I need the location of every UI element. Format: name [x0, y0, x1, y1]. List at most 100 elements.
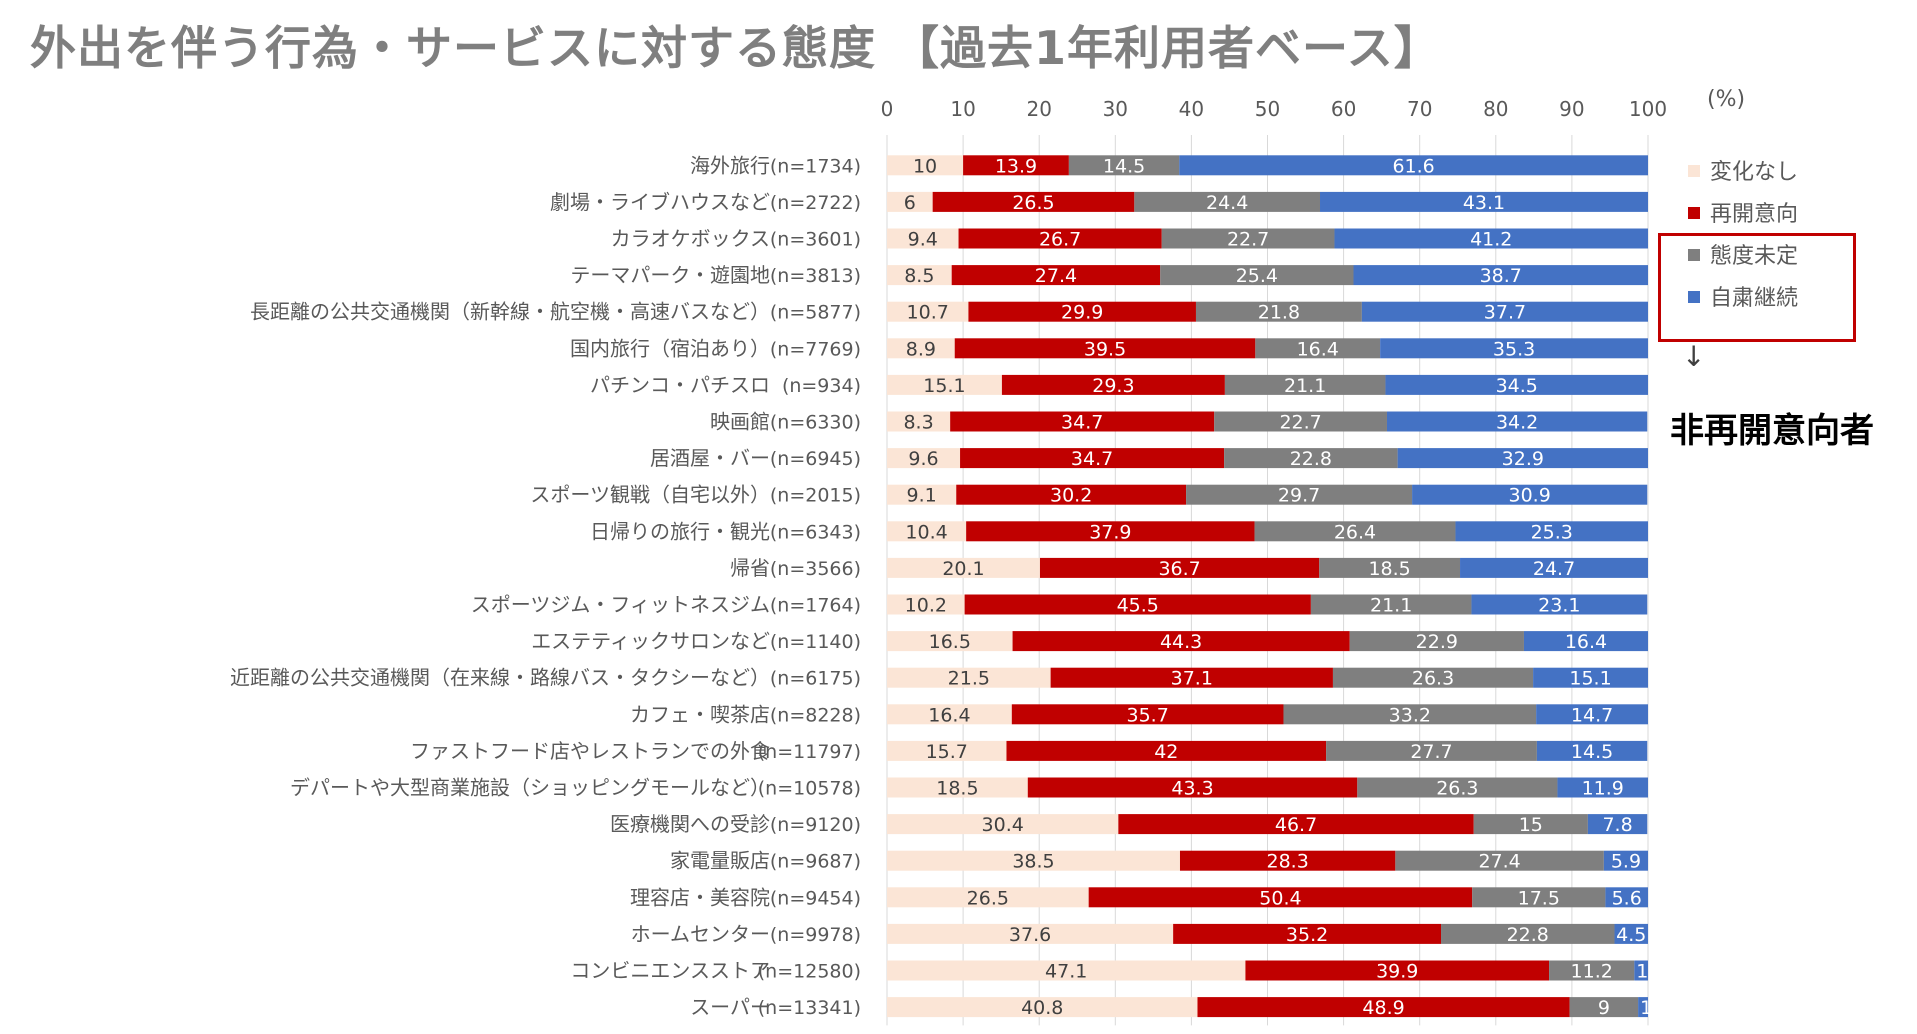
bar-segment [887, 521, 967, 542]
category-n-label: (n=9687) [770, 851, 861, 873]
data-label: 11.9 [1582, 778, 1624, 800]
category-n-label: (n=1734) [770, 155, 861, 177]
bar-segment [887, 484, 957, 505]
category-label: スーパー [690, 995, 770, 1019]
category-n-label: (n=3566) [770, 558, 861, 580]
data-label: 27.4 [1035, 265, 1077, 287]
category-label: 海外旅行 [690, 153, 770, 177]
data-label: 20.1 [942, 558, 984, 580]
data-label: 21.1 [1284, 375, 1326, 397]
bar-segment [1134, 191, 1321, 212]
data-label: 35.3 [1493, 338, 1535, 360]
data-label: 48.9 [1362, 997, 1404, 1019]
bar-segment [887, 631, 1013, 652]
bar-segment [887, 265, 952, 286]
data-label: 34.5 [1496, 375, 1538, 397]
category-n-label: (n=2015) [770, 485, 861, 507]
bar-segment [1587, 814, 1648, 835]
data-label: 27.4 [1478, 851, 1520, 873]
data-label: 42 [1154, 741, 1178, 763]
bar-segment [1161, 228, 1335, 249]
data-label: 29.7 [1278, 485, 1320, 507]
data-label: 17.5 [1518, 887, 1560, 909]
category-n-label: (n=10578) [758, 778, 861, 800]
legend-label: 変化なし [1710, 160, 1799, 185]
data-label: 11.2 [1571, 961, 1613, 983]
bar-segment [887, 338, 955, 359]
bar-segment [887, 301, 969, 322]
data-label: 21.5 [948, 668, 990, 690]
legend-swatch-restraint [1688, 291, 1700, 303]
category-n-label: (n=9120) [770, 814, 861, 836]
data-label: 41.2 [1470, 229, 1512, 251]
data-label: 4.5 [1616, 924, 1646, 946]
data-label: 46.7 [1275, 814, 1317, 836]
bar-segment [1310, 594, 1472, 615]
bar-segment [1027, 777, 1358, 798]
data-label: 40.8 [1021, 997, 1063, 1019]
category-n-label: (n=6945) [770, 448, 861, 470]
data-label: 61.6 [1392, 155, 1434, 177]
bar-segment [1224, 448, 1398, 469]
bar-segment [887, 557, 1040, 578]
category-label: ファストフード店やレストランでの外食 [410, 739, 770, 763]
unit-label: (%) [1707, 87, 1745, 112]
legend-item-undecided: 態度未定 [1688, 242, 1798, 284]
category-n-label: (n=2722) [770, 192, 861, 214]
bar-segment [1186, 484, 1413, 505]
data-label: 7.8 [1602, 814, 1632, 836]
x-tick-label: 20 [1026, 97, 1051, 121]
bar-segment [1634, 960, 1648, 981]
legend-swatch-undecided [1688, 249, 1700, 261]
legend-label: 態度未定 [1710, 244, 1799, 269]
bar-segment [1361, 301, 1648, 322]
bar-segment [1536, 740, 1648, 761]
category-label: エステティックサロンなど [531, 629, 770, 653]
category-n-label: (n=8228) [770, 704, 861, 726]
category-label: 国内旅行（宿泊あり） [570, 336, 770, 360]
bar-segment [1255, 338, 1381, 359]
data-label: 14.7 [1571, 704, 1613, 726]
data-label: 5.6 [1612, 887, 1642, 909]
bar-segment [1455, 521, 1648, 542]
bar-segment [1245, 960, 1550, 981]
data-label: 32.9 [1502, 448, 1544, 470]
legend-label: 自粛継続 [1710, 286, 1799, 311]
bar-segment [1118, 814, 1474, 835]
data-label: 37.9 [1089, 521, 1131, 543]
bar-segment [1320, 191, 1648, 212]
bar-segment [887, 740, 1007, 761]
bar-segment [1012, 631, 1350, 652]
bar-segment [1179, 850, 1396, 871]
bar-segment [887, 667, 1051, 688]
data-label: 26.7 [1039, 229, 1081, 251]
category-n-label: (n=11797) [758, 741, 861, 763]
data-label: 26.3 [1436, 778, 1478, 800]
bar-segment [932, 191, 1135, 212]
bar-segment [1353, 265, 1648, 286]
bar-segment [1011, 704, 1284, 725]
bar-segment [1385, 374, 1648, 395]
category-label: ホームセンター [631, 922, 770, 946]
bar-segment [1614, 923, 1648, 944]
page-title: 外出を伴う行為・サービスに対する態度 【過去1年利用者ベース】 [30, 21, 1441, 75]
x-axis-ticks: 0 10 20 30 40 50 60 70 80 90 100 [881, 97, 1667, 121]
legend: 変化なし 再開意向 態度未定 自粛継続 [1688, 158, 1798, 326]
bar-segment [966, 521, 1255, 542]
bar-segment [1039, 557, 1320, 578]
x-tick-label: 40 [1179, 97, 1204, 121]
data-label: 15.7 [926, 741, 968, 763]
category-n-label: (n=9454) [770, 887, 861, 909]
data-label: 18.5 [936, 778, 978, 800]
bar-segment [1349, 631, 1524, 652]
category-n-label: (n=5877) [770, 302, 861, 324]
bar-segment [887, 814, 1119, 835]
bar-segment [1395, 850, 1604, 871]
data-label: 35.2 [1286, 924, 1328, 946]
bar-segment [1332, 667, 1534, 688]
x-tick-label: 0 [881, 97, 894, 121]
data-label: 26.4 [1334, 521, 1376, 543]
data-label: 14.5 [1571, 741, 1613, 763]
bar-segment [1050, 667, 1333, 688]
bar-segment [958, 228, 1162, 249]
